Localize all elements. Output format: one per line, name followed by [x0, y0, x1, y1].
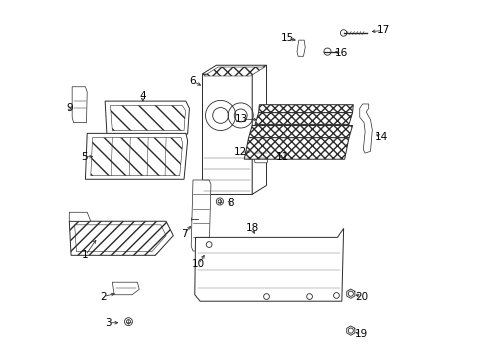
Polygon shape [72, 87, 87, 123]
Text: 19: 19 [355, 329, 368, 339]
Text: 4: 4 [140, 91, 146, 101]
Text: 5: 5 [81, 152, 88, 162]
Text: 10: 10 [192, 259, 205, 269]
Polygon shape [259, 105, 353, 113]
Polygon shape [111, 105, 186, 131]
Polygon shape [204, 67, 265, 76]
Polygon shape [255, 113, 353, 125]
Text: 12: 12 [234, 147, 247, 157]
Text: 8: 8 [227, 198, 234, 208]
Polygon shape [252, 65, 267, 194]
Polygon shape [85, 134, 188, 179]
Text: 16: 16 [335, 48, 348, 58]
Polygon shape [245, 138, 349, 159]
Text: 20: 20 [355, 292, 368, 302]
Text: 2: 2 [100, 292, 107, 302]
Polygon shape [248, 126, 353, 138]
Polygon shape [105, 101, 190, 134]
Text: 17: 17 [376, 26, 390, 35]
Text: 1: 1 [82, 250, 89, 260]
Polygon shape [195, 228, 343, 301]
Polygon shape [297, 40, 305, 56]
Text: 7: 7 [181, 229, 187, 239]
Polygon shape [360, 104, 372, 153]
Text: 11: 11 [276, 152, 289, 162]
Polygon shape [112, 282, 139, 295]
Polygon shape [202, 74, 252, 194]
Text: 3: 3 [105, 318, 111, 328]
Text: 15: 15 [281, 33, 294, 43]
Polygon shape [69, 212, 91, 221]
Polygon shape [254, 144, 270, 163]
Polygon shape [191, 180, 211, 251]
Text: 13: 13 [235, 114, 248, 124]
Text: 14: 14 [375, 132, 388, 142]
Polygon shape [91, 138, 183, 176]
Text: 18: 18 [245, 224, 259, 233]
Polygon shape [202, 65, 267, 74]
Text: 9: 9 [66, 103, 73, 113]
Polygon shape [69, 221, 173, 255]
Text: 6: 6 [190, 76, 196, 86]
